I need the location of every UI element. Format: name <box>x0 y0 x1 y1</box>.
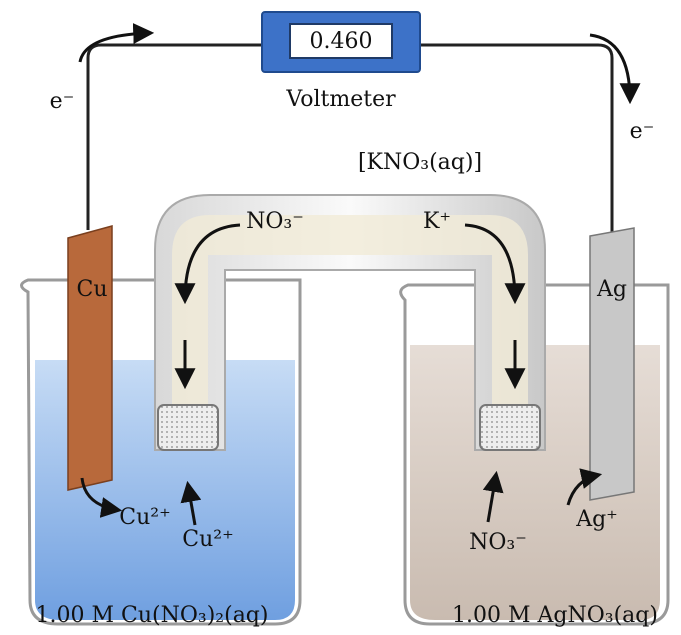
right-plug <box>480 405 540 450</box>
salt-bridge-label: [KNO₃(aq)] <box>358 150 482 175</box>
copper-label: Cu <box>76 277 107 302</box>
right-solution-label: 1.00 M AgNO₃(aq) <box>452 603 658 628</box>
cell-diagram: 0.460 Voltmeter e⁻ e⁻ [KNO₃(aq)] NO₃⁻ K⁺… <box>0 0 681 635</box>
voltmeter-label: Voltmeter <box>285 87 396 112</box>
silver-ion-label: Ag⁺ <box>575 507 618 532</box>
copper-electrode <box>68 226 112 490</box>
voltmeter-reading: 0.460 <box>310 29 373 54</box>
copper-ion-label-2: Cu²⁺ <box>182 527 233 552</box>
page: Galvanic cell {"voltmeter": {"reading": … <box>0 0 681 635</box>
electron-arrow-left <box>80 33 150 62</box>
bridge-cation: K⁺ <box>423 209 451 234</box>
electron-label-right: e⁻ <box>630 119 655 144</box>
electron-label-left: e⁻ <box>50 89 75 114</box>
silver-label: Ag <box>596 277 627 302</box>
copper-ion-label: Cu²⁺ <box>119 505 170 530</box>
left-solution-label: 1.00 M Cu(NO₃)₂(aq) <box>36 603 269 628</box>
bridge-anion: NO₃⁻ <box>246 209 304 234</box>
body: 0.460 Voltmeter e⁻ e⁻ [KNO₃(aq)] NO₃⁻ K⁺… <box>0 0 681 635</box>
silver-electrode <box>590 228 634 500</box>
nitrate-ion-label: NO₃⁻ <box>469 530 527 555</box>
left-plug <box>158 405 218 450</box>
